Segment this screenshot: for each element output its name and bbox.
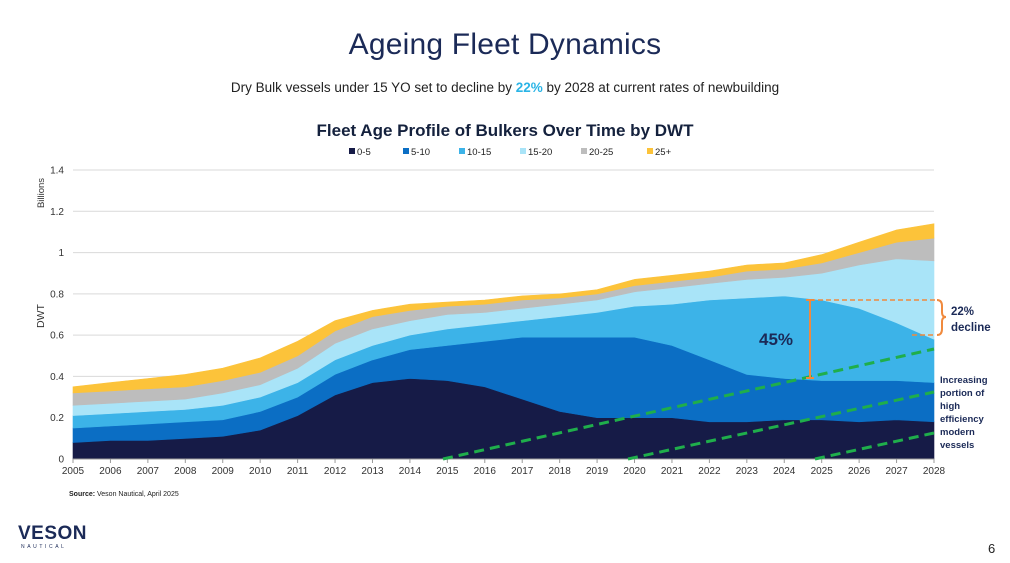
legend-label-0-5: 0-5 xyxy=(357,147,371,158)
x-tick-label: 2014 xyxy=(399,466,422,477)
y-tick-label: 1 xyxy=(58,248,64,259)
x-tick-label: 2008 xyxy=(174,466,197,477)
legend-swatch-20-25 xyxy=(581,148,587,154)
veson-logo: VESON NAUTICAL xyxy=(18,524,88,550)
stacked-areas xyxy=(72,223,935,460)
page-number: 6 xyxy=(988,541,996,556)
legend-label-15-20: 15-20 xyxy=(528,147,552,158)
source-label: Source: xyxy=(69,491,96,498)
y-axis-unit: Billions xyxy=(36,178,47,208)
trend-line xyxy=(442,347,935,461)
legend-swatch-0-5 xyxy=(349,148,355,154)
modern-vessels-text: portion of xyxy=(940,388,985,399)
legend-swatch-10-15 xyxy=(459,148,465,154)
page-title: Ageing Fleet Dynamics xyxy=(348,28,662,61)
source-text: Veson Nautical, April 2025 xyxy=(95,491,179,498)
legend-label-20-25: 20-25 xyxy=(589,147,613,158)
x-tick-label: 2013 xyxy=(361,466,384,477)
x-tick-label: 2026 xyxy=(848,466,871,477)
x-tick-label: 2015 xyxy=(436,466,459,477)
decline-brace xyxy=(936,299,947,336)
y-tick-label: 0.8 xyxy=(50,289,64,300)
y-tick-label: 0.2 xyxy=(50,413,64,424)
modern-vessels-text: efficiency xyxy=(940,414,985,425)
legend-swatch-15-20 xyxy=(520,148,526,154)
x-tick-label: 2006 xyxy=(99,466,122,477)
modern-vessels-text: modern xyxy=(940,427,975,438)
y-axis-label: DWT xyxy=(35,303,47,327)
x-tick-label: 2024 xyxy=(773,466,796,477)
x-tick-label: 2019 xyxy=(586,466,609,477)
decline-label-word: decline xyxy=(951,322,991,334)
y-tick-label: 0.4 xyxy=(50,372,64,383)
x-tick-label: 2012 xyxy=(324,466,347,477)
y-tick-label: 1.4 xyxy=(50,166,64,177)
legend-swatch-25+ xyxy=(647,148,653,154)
x-tick-label: 2028 xyxy=(923,466,946,477)
legend: 0-5 5-10 10-15 15-20 20-25 25+ xyxy=(349,147,672,158)
legend-label-5-10: 5-10 xyxy=(411,147,430,158)
x-tick-label: 2016 xyxy=(474,466,497,477)
page-subtitle: Dry Bulk vessels under 15 YO set to decl… xyxy=(0,80,1010,95)
x-axis: 2005 2006 2007 2008 2009 2010 2011 2012 2013 2014… xyxy=(62,458,946,477)
modern-vessels-text: high xyxy=(940,401,960,412)
logo-subtext: NAUTICAL xyxy=(21,544,67,550)
decline-label-pct: 22% xyxy=(951,306,974,318)
trend-line xyxy=(814,431,935,461)
x-tick-label: 2025 xyxy=(811,466,834,477)
logo-text: VESON xyxy=(18,523,88,544)
y-tick-label: 0.6 xyxy=(50,331,64,342)
x-tick-label: 2009 xyxy=(212,466,235,477)
x-tick-label: 2020 xyxy=(623,466,646,477)
legend-swatch-5-10 xyxy=(403,148,409,154)
modern-vessels-text: Increasing xyxy=(940,375,988,386)
subtitle-after: by 2028 at current rates of newbuilding xyxy=(542,80,780,95)
x-tick-label: 2027 xyxy=(885,466,908,477)
x-tick-label: 2023 xyxy=(736,466,759,477)
x-tick-label: 2021 xyxy=(661,466,684,477)
trend-line xyxy=(627,390,935,461)
x-tick-label: 2010 xyxy=(249,466,272,477)
bracket-45-label: 45% xyxy=(759,330,793,349)
source-note: Source: Veson Nautical, April 2025 xyxy=(69,491,179,498)
x-tick-label: 2017 xyxy=(511,466,534,477)
x-tick-label: 2007 xyxy=(137,466,160,477)
area-series-25+ xyxy=(72,223,935,394)
chart-title: Fleet Age Profile of Bulkers Over Time b… xyxy=(316,121,694,140)
x-tick-label: 2018 xyxy=(549,466,572,477)
x-tick-label: 2005 xyxy=(62,466,85,477)
subtitle-before: Dry Bulk vessels under 15 YO set to decl… xyxy=(230,80,516,95)
legend-label-25+: 25+ xyxy=(655,147,672,158)
y-tick-label: 1.2 xyxy=(50,207,64,218)
y-tick-label: 0 xyxy=(58,455,64,466)
subtitle-highlight: 22% xyxy=(515,80,543,95)
annotations: 45% 22% decline Increasing portion of high eff… xyxy=(442,299,991,461)
x-tick-label: 2022 xyxy=(698,466,721,477)
x-tick-label: 2011 xyxy=(287,466,309,477)
legend-label-10-15: 10-15 xyxy=(467,147,491,158)
modern-vessels-text: vessels xyxy=(940,440,974,451)
